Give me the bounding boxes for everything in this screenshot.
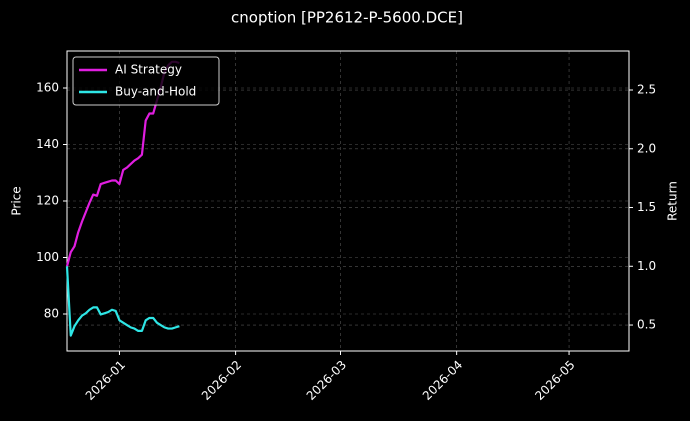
chart-title: cnoption [PP2612-P-5600.DCE] [231, 9, 463, 27]
y-tick-label: 80 [44, 306, 59, 320]
y-axis-label: Price [10, 186, 24, 215]
legend: AI Strategy Buy-and-Hold [72, 56, 220, 106]
y-tick-label: 140 [36, 137, 59, 151]
y2-tick-label: 1.0 [637, 259, 656, 273]
y2-tick-label: 2.0 [637, 141, 656, 155]
x-tick-label: 2026-04 [420, 358, 465, 403]
plot-frame [66, 50, 630, 352]
x-tick-label: 2026-02 [199, 358, 244, 403]
x-tick-label: 2026-01 [83, 358, 128, 403]
y2-tick-label: 1.5 [637, 200, 656, 214]
legend-box [72, 56, 220, 106]
series-line [65, 266, 180, 337]
y2-axis-label: Return [666, 181, 680, 221]
y2-tick-label: 0.5 [637, 318, 656, 332]
legend-label: AI Strategy [115, 63, 182, 77]
x-tick-label: 2026-05 [532, 358, 577, 403]
legend-label: Buy-and-Hold [115, 85, 196, 99]
y-tick-label: 120 [36, 194, 59, 208]
y2-tick-label: 2.5 [637, 83, 656, 97]
y-tick-label: 160 [36, 81, 59, 95]
x-tick-label: 2026-03 [304, 358, 349, 403]
y-tick-label: 100 [36, 250, 59, 264]
